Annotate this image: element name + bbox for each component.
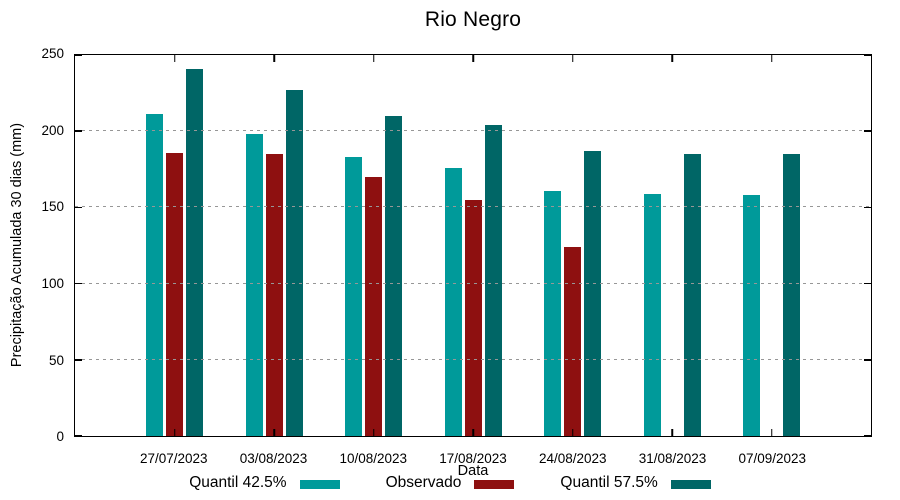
x-tick-label-17-08-2023: 17/08/2023 [439, 451, 507, 466]
x-tick-label-27-07-2023: 27/07/2023 [139, 451, 208, 466]
x-tick-bottom [571, 429, 574, 436]
legend-label: Quantil 42.5% [189, 474, 287, 491]
y-tick-label-50: 50 [48, 352, 64, 368]
x-tick-top [472, 55, 474, 62]
bar-quantil-57-5 [186, 68, 203, 436]
x-tick-top [273, 55, 275, 62]
legend-swatch [299, 479, 340, 489]
y-tick-label-250: 250 [41, 46, 64, 62]
y-tick-left-150 [75, 206, 82, 209]
y-tick-left-250 [75, 54, 82, 56]
bar-group-17-08-2023 [423, 55, 523, 436]
bar-quantil-42-5 [444, 167, 462, 436]
legend-label: Observado [385, 474, 462, 491]
x-tick-top [372, 55, 375, 62]
bar-observado [166, 152, 183, 436]
y-tick-right-50 [864, 359, 871, 361]
x-tick-top [770, 55, 773, 62]
y-tick-right-100 [864, 282, 871, 285]
legend-item-quantil-57-5: Quantil 57.5% [560, 474, 711, 492]
bar-group-10-08-2023 [324, 55, 424, 436]
x-tick-bottom [472, 429, 474, 436]
y-tick-left-50 [75, 359, 82, 361]
y-tick-label-100: 100 [41, 275, 64, 291]
bar-quantil-42-5 [146, 114, 163, 436]
bar-group-03-08-2023 [224, 55, 324, 436]
bar-quantil-42-5 [544, 190, 561, 436]
bar-quantil-42-5 [643, 193, 661, 436]
x-tick-bottom [372, 429, 375, 436]
bar-quantil-57-5 [683, 154, 701, 436]
y-tick-right-250 [864, 54, 871, 56]
legend-swatch [670, 479, 711, 489]
legend-swatch [474, 479, 515, 489]
x-tick-top [571, 55, 574, 62]
bar-quantil-57-5 [584, 151, 601, 436]
y-tick-right-200 [864, 130, 871, 132]
x-tick-label-07-09-2023: 07/09/2023 [738, 451, 807, 466]
bar-group-31-08-2023 [622, 55, 722, 436]
x-tick-bottom [671, 429, 673, 436]
x-axis-label: Data [457, 463, 489, 479]
bar-groups [75, 55, 871, 436]
x-tick-labels: 27/07/2023 03/08/2023 10/08/2023 17/08/2023… [74, 451, 872, 466]
bar-observado [365, 176, 382, 436]
bar-observado [265, 154, 283, 436]
bar-group-24-08-2023 [523, 55, 623, 436]
x-tick-label-03-08-2023: 03/08/2023 [239, 451, 308, 466]
y-tick-label-0: 0 [56, 429, 64, 445]
chart-title: Rio Negro [424, 8, 522, 31]
y-tick-label-200: 200 [41, 122, 64, 138]
x-tick-top [173, 55, 176, 62]
x-tick-bottom [273, 429, 275, 436]
y-tick-left-0 [75, 435, 82, 437]
gridline-100 [75, 282, 871, 284]
x-tick-label-24-08-2023: 24/08/2023 [538, 451, 607, 466]
bar-quantil-57-5 [783, 154, 800, 436]
legend-item-quantil-42-5: Quantil 42.5% [189, 474, 340, 492]
bar-quantil-57-5 [285, 90, 303, 436]
legend-label: Quantil 57.5% [560, 474, 658, 491]
x-tick-bottom [173, 429, 176, 436]
x-tick-label-31-08-2023: 31/08/2023 [638, 451, 707, 466]
y-tick-left-100 [75, 282, 82, 285]
legend-item-observado: Observado [386, 474, 515, 492]
legend: Quantil 42.5% Observado Quantil 57.5% [0, 474, 900, 492]
bar-observado [564, 247, 581, 436]
y-tick-right-0 [864, 435, 871, 437]
x-tick-top [671, 55, 673, 62]
y-tick-left-200 [75, 130, 82, 132]
plot-area [74, 54, 872, 437]
bar-group-27-07-2023 [125, 55, 225, 436]
gridline-200 [75, 130, 871, 132]
x-tick-bottom [770, 429, 773, 436]
bar-quantil-57-5 [484, 125, 502, 436]
x-tick-label-10-08-2023: 10/08/2023 [339, 451, 408, 466]
bar-quantil-42-5 [245, 134, 263, 436]
y-tick-right-150 [864, 206, 871, 209]
y-axis-label: Precipitação Acumulada 30 dias (mm) [9, 122, 25, 368]
y-tick-label-150: 150 [41, 199, 64, 215]
gridline-150 [75, 206, 871, 208]
gridline-50 [75, 358, 871, 360]
bar-group-07-09-2023 [722, 55, 822, 436]
bar-quantil-42-5 [345, 157, 362, 436]
bar-quantil-57-5 [385, 115, 402, 436]
bar-observado [464, 199, 482, 436]
bar-quantil-42-5 [743, 195, 760, 436]
